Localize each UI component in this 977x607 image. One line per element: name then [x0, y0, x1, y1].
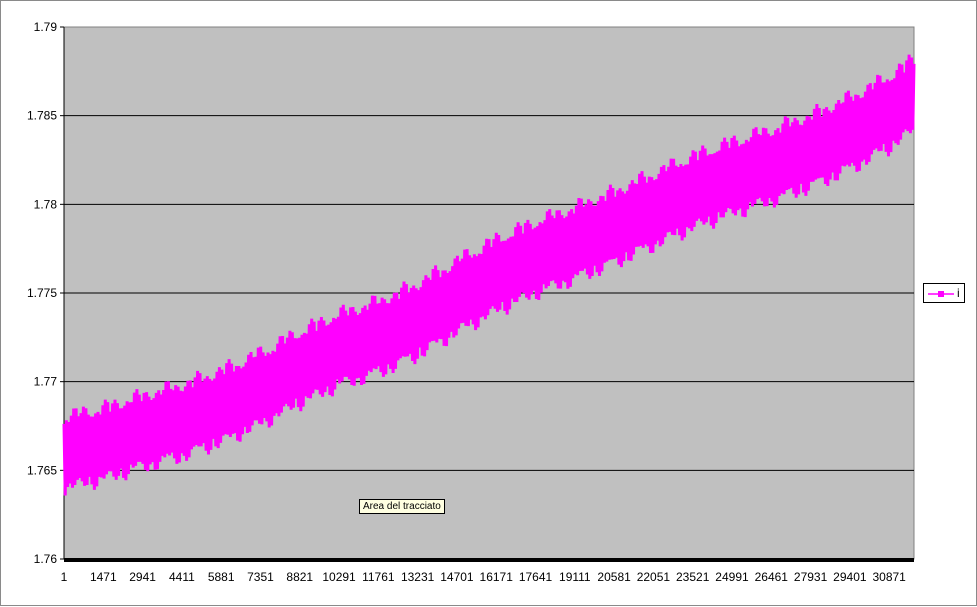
- legend-marker-icon: [928, 291, 954, 297]
- x-tick-label: 1471: [90, 570, 117, 584]
- x-tick-label: 16171: [480, 570, 514, 584]
- tooltip: Area del tracciato: [359, 499, 445, 514]
- x-tick-label: 13231: [401, 570, 435, 584]
- x-tick-label: 22051: [637, 570, 671, 584]
- series-i-line[interactable]: [62, 54, 916, 496]
- x-tick-label: 2941: [129, 570, 156, 584]
- x-tick-label: 14701: [440, 570, 474, 584]
- y-tick-label: 1.77: [34, 375, 58, 389]
- x-tick-label: 20581: [597, 570, 631, 584]
- x-tick-label: 8821: [286, 570, 313, 584]
- x-tick-label: 29401: [833, 570, 867, 584]
- x-tick-label: 17641: [519, 570, 553, 584]
- y-tick-label: 1.775: [27, 286, 57, 300]
- y-tick-label: 1.785: [27, 109, 57, 123]
- x-tick-label: 7351: [247, 570, 274, 584]
- legend[interactable]: i: [923, 283, 965, 303]
- x-tick-label: 5881: [208, 570, 235, 584]
- x-tick-label: 26461: [755, 570, 789, 584]
- x-tick-label: 24991: [715, 570, 749, 584]
- x-tick-label: 23521: [676, 570, 710, 584]
- legend-label: i: [957, 286, 960, 300]
- x-tick-label: 30871: [872, 570, 906, 584]
- x-axis: [64, 558, 914, 562]
- y-tick-label: 1.78: [34, 197, 58, 211]
- x-tick-label: 4411: [169, 570, 195, 584]
- x-tick-label: 27931: [794, 570, 828, 584]
- x-tick-label: 10291: [322, 570, 356, 584]
- y-tick-label: 1.765: [27, 463, 57, 477]
- y-tick-label: 1.79: [34, 20, 58, 34]
- x-tick-label: 19111: [559, 570, 591, 584]
- y-tick-label: 1.76: [34, 552, 58, 566]
- x-tick-label: 1: [61, 570, 68, 584]
- x-tick-label: 11761: [362, 570, 395, 584]
